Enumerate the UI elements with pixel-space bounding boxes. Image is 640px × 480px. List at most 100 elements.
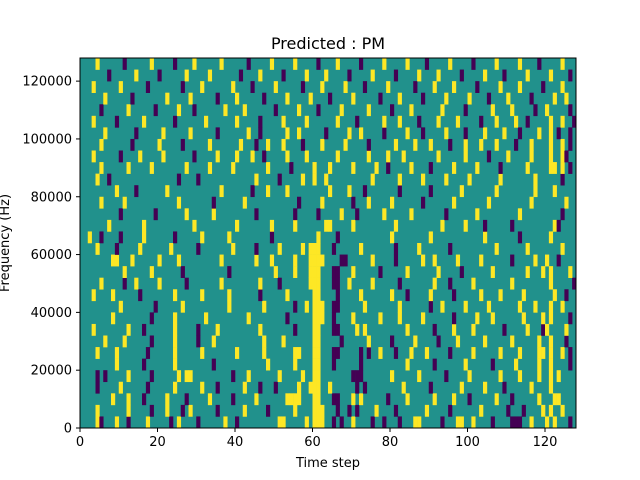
heatmap-cell (393, 69, 399, 82)
heatmap-cell (409, 104, 414, 117)
heatmap-cell (126, 370, 131, 383)
heatmap-cell (308, 277, 313, 290)
heatmap-cell (312, 173, 317, 186)
heatmap-cell (382, 208, 387, 221)
heatmap-cell (316, 300, 321, 313)
heatmap-cell (122, 58, 127, 70)
heatmap-cell (374, 404, 379, 417)
heatmap-cell (316, 243, 321, 255)
heatmap-cell (386, 393, 391, 406)
heatmap-cell (331, 393, 337, 406)
heatmap-cell (393, 254, 399, 267)
heatmap-cell (533, 254, 538, 267)
heatmap-cell (355, 208, 360, 221)
heatmap-cell (142, 358, 147, 371)
heatmap-cell (304, 150, 309, 163)
heatmap-cell (397, 92, 402, 105)
heatmap-cell (312, 381, 317, 394)
heatmap-cell (176, 104, 182, 117)
heatmap-cell (308, 381, 313, 394)
heatmap-cell (331, 243, 337, 255)
heatmap-cell (494, 393, 499, 406)
heatmap-cell (312, 370, 317, 383)
heatmap-cell (91, 323, 96, 336)
heatmap-cell (176, 254, 182, 267)
heatmap-cell (335, 289, 340, 302)
heatmap-cell (541, 404, 546, 417)
heatmap-cell (312, 347, 317, 359)
heatmap-cell (153, 300, 158, 313)
heatmap-cell (463, 358, 468, 371)
heatmap-cell (560, 58, 565, 70)
heatmap-cell (374, 162, 379, 174)
heatmap-cell (339, 416, 344, 429)
heatmap-cell (545, 416, 550, 429)
heatmap-cell (173, 231, 178, 244)
heatmap-cell (444, 370, 449, 383)
heatmap-cell (157, 277, 162, 290)
heatmap-cell (548, 138, 554, 151)
heatmap-cell (440, 416, 445, 429)
heatmap-cell (506, 92, 511, 105)
heatmap-cell (196, 323, 201, 336)
heatmap-cell (331, 323, 337, 336)
heatmap-cell (277, 173, 282, 186)
heatmap-cell (517, 127, 523, 140)
heatmap-cell (444, 173, 449, 186)
heatmap-cell (331, 312, 337, 325)
heatmap-cell (572, 277, 577, 290)
heatmap-cell (564, 323, 569, 336)
heatmap-cell (409, 162, 414, 174)
heatmap-cell (297, 104, 302, 117)
heatmap-cell (343, 81, 348, 93)
heatmap-cell (498, 289, 503, 302)
heatmap-cell (479, 254, 484, 267)
heatmap-cell (548, 335, 554, 348)
heatmap-cell (560, 81, 565, 93)
heatmap-cell (548, 162, 554, 174)
heatmap-cell (510, 277, 515, 290)
heatmap-cell (169, 416, 174, 429)
heatmap-cell (320, 254, 325, 267)
heatmap-cell (366, 196, 371, 209)
heatmap-cell (444, 208, 449, 221)
heatmap-cell (297, 196, 302, 209)
heatmap-cell (324, 69, 329, 82)
heatmap-cell (359, 358, 364, 371)
heatmap-cell (548, 231, 554, 244)
heatmap-cell (91, 115, 96, 128)
heatmap-cell (99, 104, 104, 117)
heatmap-cell (502, 127, 507, 140)
heatmap-cell (184, 208, 189, 221)
heatmap-cell (405, 289, 410, 302)
heatmap-cell (204, 115, 209, 128)
heatmap-cell (452, 81, 457, 93)
heatmap-cell (316, 231, 321, 244)
heatmap-cell (541, 266, 546, 278)
heatmap-cell (293, 219, 298, 232)
heatmap-cell (316, 347, 321, 359)
heatmap-cell (269, 254, 275, 267)
heatmap-cell (359, 243, 364, 255)
heatmap-cell (428, 138, 433, 151)
heatmap-cell (122, 196, 127, 209)
heatmap-cell (235, 150, 240, 163)
heatmap-cell (537, 393, 542, 406)
heatmap-cell (316, 393, 321, 406)
heatmap-cell (316, 266, 321, 278)
heatmap-cell (417, 416, 422, 429)
heatmap-cell (548, 404, 554, 417)
heatmap-cell (316, 416, 321, 429)
heatmap-cell (246, 127, 251, 140)
heatmap-cell (366, 104, 371, 117)
heatmap-cell (397, 300, 402, 313)
heatmap-cell (351, 162, 356, 174)
heatmap-cell (285, 185, 290, 198)
heatmap-cell (510, 104, 515, 117)
heatmap-cell (149, 266, 154, 278)
heatmap-cell (173, 115, 178, 128)
heatmap-cell (130, 254, 135, 267)
heatmap-cell (316, 58, 321, 70)
heatmap-cell (362, 381, 368, 394)
heatmap-cell (545, 254, 550, 267)
